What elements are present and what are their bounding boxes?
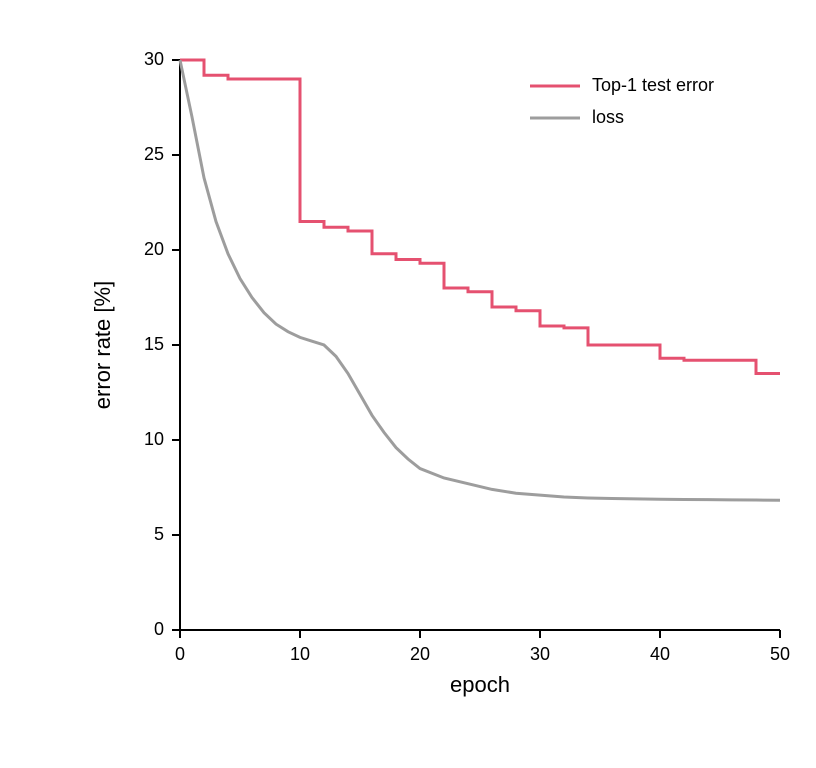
y-tick-label: 5	[154, 524, 164, 544]
y-axis-label: error rate [%]	[90, 281, 115, 409]
x-tick-label: 50	[770, 644, 790, 664]
legend-label: Top-1 test error	[592, 75, 714, 95]
x-tick-label: 30	[530, 644, 550, 664]
series-loss	[180, 60, 780, 500]
error-rate-chart: 0 10 20 30 40 50 0 5 10 15 20 25 30 epoch error rat…	[0, 0, 816, 768]
x-tick-label: 40	[650, 644, 670, 664]
x-tick-label: 0	[175, 644, 185, 664]
x-axis-label: epoch	[450, 672, 510, 697]
x-tick-label: 20	[410, 644, 430, 664]
legend-label: loss	[592, 107, 624, 127]
y-tick-label: 0	[154, 619, 164, 639]
y-tick-label: 25	[144, 144, 164, 164]
legend: Top-1 test error loss	[530, 75, 714, 127]
y-axis-ticks: 0 5 10 15 20 25 30	[144, 49, 180, 639]
x-tick-label: 10	[290, 644, 310, 664]
series-top1-test-error	[180, 60, 780, 374]
y-tick-label: 10	[144, 429, 164, 449]
x-axis-ticks: 0 10 20 30 40 50	[175, 630, 790, 664]
y-tick-label: 15	[144, 334, 164, 354]
y-tick-label: 30	[144, 49, 164, 69]
y-tick-label: 20	[144, 239, 164, 259]
